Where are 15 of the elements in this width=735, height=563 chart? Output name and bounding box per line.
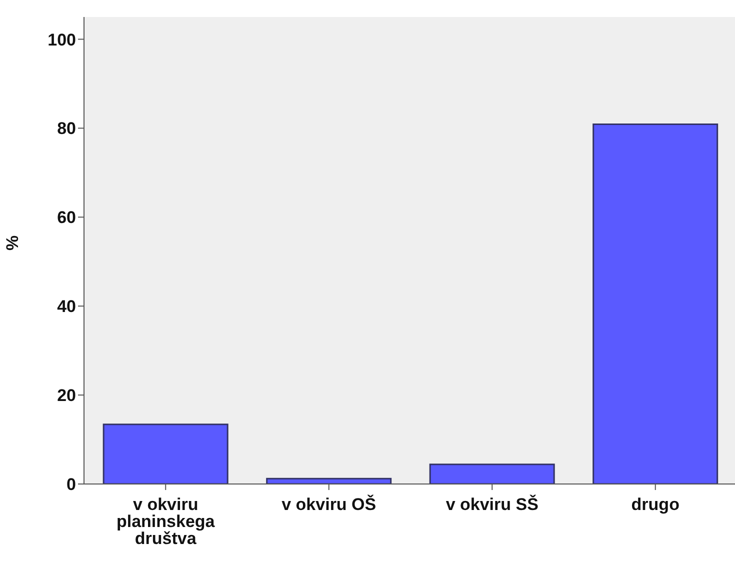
bar: [266, 478, 392, 484]
x-tick-label: v okviru planinskega društva: [116, 495, 216, 548]
x-tick-label: v okviru SŠ: [446, 494, 538, 514]
y-tick-label: 40: [57, 297, 76, 316]
y-tick-label: 80: [57, 119, 76, 138]
y-tick-label: 20: [57, 386, 76, 406]
bar: [102, 424, 228, 484]
y-axis-title: %: [3, 235, 22, 250]
y-tick-label: 60: [57, 208, 76, 228]
x-tick-label: v okviru OŠ: [282, 494, 376, 514]
x-tick-label: drugo: [631, 495, 680, 514]
bar: [592, 123, 718, 484]
y-tick-label: 0: [66, 475, 76, 494]
bar: [429, 464, 555, 484]
y-tick-label: 100: [48, 30, 76, 50]
